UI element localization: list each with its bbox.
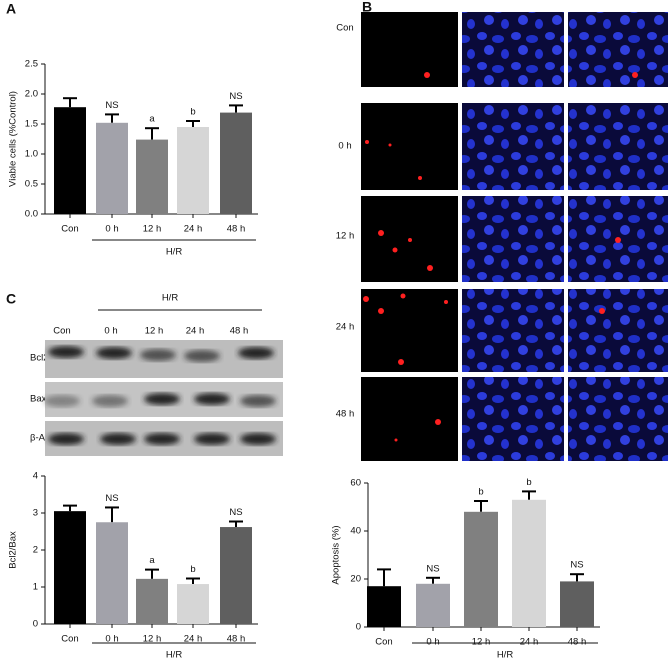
y-tick-label: 60 (350, 478, 361, 489)
bar (136, 139, 168, 214)
x-tick-label: 48 h (227, 634, 246, 645)
lane-label: 0 h (104, 326, 117, 337)
bar (220, 112, 252, 214)
bar (136, 578, 168, 624)
bar (464, 511, 498, 627)
x-tick-label: 48 h (227, 224, 246, 235)
blot-row-label: β-Actin (30, 433, 60, 444)
annotation: b (190, 564, 195, 575)
y-tick-label: 0 (33, 619, 38, 630)
annotation: b (190, 107, 195, 118)
lane-label: Con (53, 326, 70, 337)
annotation: NS (570, 560, 583, 571)
western-blot: H/R Con 0 h 12 h 24 h 48 h Bcl2 Bax β-Ac… (30, 293, 283, 456)
x-tick-label: 0 h (105, 634, 118, 645)
x-tick-label: 24 h (184, 224, 203, 235)
group-label: H/R (497, 650, 514, 661)
x-tick-label: 0 h (426, 637, 439, 648)
y-tick-label: 1.5 (25, 119, 38, 130)
blot-group-label: H/R (162, 293, 179, 304)
y-tick-label: 4 (33, 471, 38, 482)
row-label: Con (336, 23, 353, 34)
annotation: NS (105, 100, 118, 111)
panel-label: A (6, 1, 16, 17)
row-label: 24 h (336, 322, 355, 333)
lane-label: 24 h (186, 326, 205, 337)
y-tick-label: 1 (33, 582, 38, 593)
bar (416, 583, 450, 627)
x-tick-label: Con (61, 224, 78, 235)
bar (54, 511, 86, 624)
x-tick-label: 12 h (472, 637, 491, 648)
y-tick-label: 40 (350, 526, 361, 537)
annotation: b (478, 487, 483, 498)
bar (177, 127, 209, 214)
bar (96, 122, 128, 214)
micrographs (361, 12, 668, 461)
y-tick-label: 0.0 (25, 209, 38, 220)
row-label: 12 h (336, 231, 355, 242)
row-label: 0 h (338, 141, 351, 152)
y-tick-label: 3 (33, 508, 38, 519)
group-label: H/R (166, 650, 183, 661)
bar (96, 522, 128, 624)
y-axis-label: Viable cells (%Control) (8, 91, 19, 187)
x-tick-label: Con (61, 634, 78, 645)
annotation: NS (426, 563, 439, 574)
y-tick-label: 2.5 (25, 59, 38, 70)
x-tick-label: Con (375, 637, 392, 648)
y-tick-label: 2 (33, 545, 38, 556)
bar (560, 581, 594, 627)
panel-label: B (362, 0, 372, 15)
annotation: a (149, 114, 155, 125)
y-tick-label: 1.0 (25, 149, 38, 160)
blot-row-label: Bcl2 (30, 353, 48, 364)
x-tick-label: 48 h (568, 637, 587, 648)
y-axis-label: Bcl2/Bax (8, 531, 19, 569)
y-tick-label: 0.5 (25, 179, 38, 190)
annotation: NS (229, 507, 242, 518)
panel-label: C (6, 291, 16, 307)
bar (512, 499, 546, 627)
annotation: a (149, 555, 155, 566)
annotation: NS (105, 493, 118, 504)
lane-label: 12 h (145, 326, 164, 337)
annotation: b (526, 477, 531, 488)
x-tick-label: 12 h (143, 224, 162, 235)
annotation: NS (229, 91, 242, 102)
x-tick-label: 12 h (143, 634, 162, 645)
bar (177, 584, 209, 624)
group-label: H/R (166, 247, 183, 258)
y-tick-label: 0 (356, 622, 361, 633)
bar (367, 586, 401, 627)
bar (54, 107, 86, 214)
bar (220, 527, 252, 624)
x-tick-label: 0 h (105, 224, 118, 235)
micrograph-row-labels: Con 0 h 12 h 24 h 48 h (336, 23, 355, 420)
x-tick-label: 24 h (184, 634, 203, 645)
y-tick-label: 2.0 (25, 89, 38, 100)
lane-label: 48 h (230, 326, 249, 337)
blot-row-label: Bax (30, 394, 47, 405)
row-label: 48 h (336, 409, 355, 420)
y-axis-label: Apoptosis (%) (331, 525, 342, 584)
y-tick-label: 20 (350, 574, 361, 585)
x-tick-label: 24 h (520, 637, 539, 648)
